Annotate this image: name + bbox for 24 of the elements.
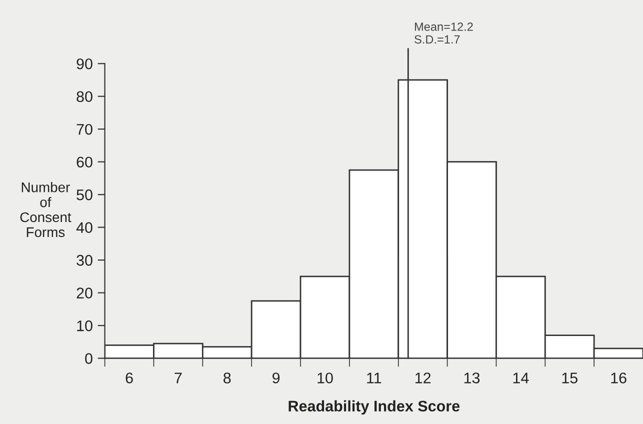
- ref-line-label: Mean=12.2 S.D.=1.7: [414, 22, 473, 44]
- y-tick-label: 90: [76, 58, 92, 70]
- y-tick-label: 40: [76, 222, 92, 233]
- y-tick-label: 80: [76, 91, 92, 102]
- y-tick-label: 0: [85, 353, 92, 364]
- y-tick-label: 30: [76, 254, 92, 266]
- y-tick-label: 50: [76, 189, 92, 200]
- x-tick-label: 13: [464, 372, 480, 384]
- x-tick-label: 14: [513, 372, 529, 384]
- y-tick-label: 20: [76, 288, 92, 298]
- y-axis-title: Number of Consent Forms: [20, 182, 72, 238]
- x-tick-label: 8: [224, 372, 231, 384]
- y-tick-label: 60: [76, 156, 92, 168]
- x-tick-label: 6: [126, 372, 133, 384]
- x-tick-label: 11: [367, 372, 382, 384]
- x-tick-label: 15: [562, 372, 578, 384]
- x-tick-label: 9: [272, 372, 280, 384]
- x-tick-label: 12: [416, 372, 431, 384]
- x-tick-label: 10: [318, 372, 333, 384]
- x-tick-label: 16: [611, 372, 626, 384]
- x-axis-title: Readability Index Score: [288, 400, 460, 415]
- y-tick-label: 10: [77, 320, 92, 332]
- x-tick-label: 7: [174, 372, 182, 384]
- y-tick-label: 70: [76, 124, 92, 135]
